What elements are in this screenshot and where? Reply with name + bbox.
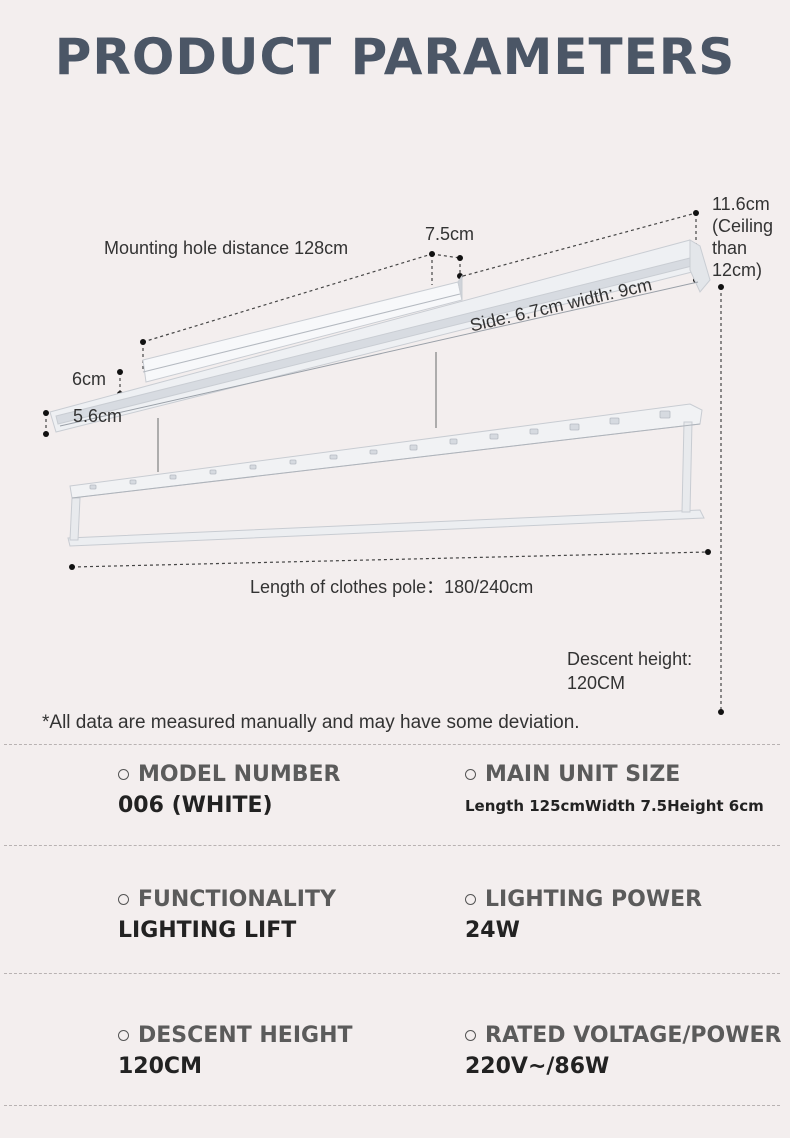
spec-functionality: FUNCTIONALITY LIGHTING LIFT (118, 887, 336, 943)
spec-value: 120CM (118, 1054, 202, 1079)
dim-5-6cm-label: 5.6cm (73, 406, 123, 426)
bullet-circle-icon (118, 894, 129, 905)
bullet-circle-icon (118, 1030, 129, 1041)
product-diagram (43, 210, 724, 715)
divider (4, 744, 780, 745)
spec-main-unit-size: MAIN UNIT SIZE Length 125cmWidth 7.5Heig… (465, 762, 764, 815)
spec-label: MAIN UNIT SIZE (485, 762, 681, 787)
divider (4, 845, 780, 846)
divider (4, 973, 780, 974)
height-note: 11.6cm (Ceiling than 12cm) (712, 194, 774, 280)
spec-value: LIGHTING LIFT (118, 918, 297, 943)
page-title: PRODUCT PARAMETERS (54, 28, 736, 86)
unit-width-label: 7.5cm (425, 224, 475, 244)
pole-length-label: Length of clothes pole：180/240cm (250, 577, 534, 597)
spec-label: RATED VOLTAGE/POWER (485, 1023, 782, 1048)
spec-rated-voltage-power: RATED VOLTAGE/POWER 220V~/86W (465, 1023, 781, 1079)
bullet-circle-icon (465, 894, 476, 905)
descent-height-label: Descent height: 120CM (567, 649, 693, 693)
measurement-note: *All data are measured manually and may … (42, 712, 580, 733)
spec-lighting-power: LIGHTING POWER 24W (465, 887, 702, 943)
main-unit (49, 239, 711, 433)
clothes-pole (67, 403, 705, 547)
spec-label: DESCENT HEIGHT (138, 1023, 353, 1048)
bullet-circle-icon (118, 769, 129, 780)
spec-label: FUNCTIONALITY (138, 887, 336, 912)
spec-descent-height: DESCENT HEIGHT 120CM (118, 1023, 353, 1079)
divider (4, 1105, 780, 1106)
spec-value: 24W (465, 918, 520, 943)
spec-model-number: MODEL NUMBER 006 (WHITE) (118, 762, 340, 818)
dim-6cm-label: 6cm (72, 369, 107, 389)
spec-label: LIGHTING POWER (485, 887, 703, 912)
spec-value: 220V~/86W (465, 1054, 610, 1079)
spec-value: Length 125cmWidth 7.5Height 6cm (465, 797, 764, 815)
spec-value: 006 (WHITE) (118, 793, 273, 818)
bullet-circle-icon (465, 1030, 476, 1041)
spec-label: MODEL NUMBER (138, 762, 341, 787)
mounting-hole-label: Mounting hole distance 128cm (104, 238, 349, 258)
bullet-circle-icon (465, 769, 476, 780)
